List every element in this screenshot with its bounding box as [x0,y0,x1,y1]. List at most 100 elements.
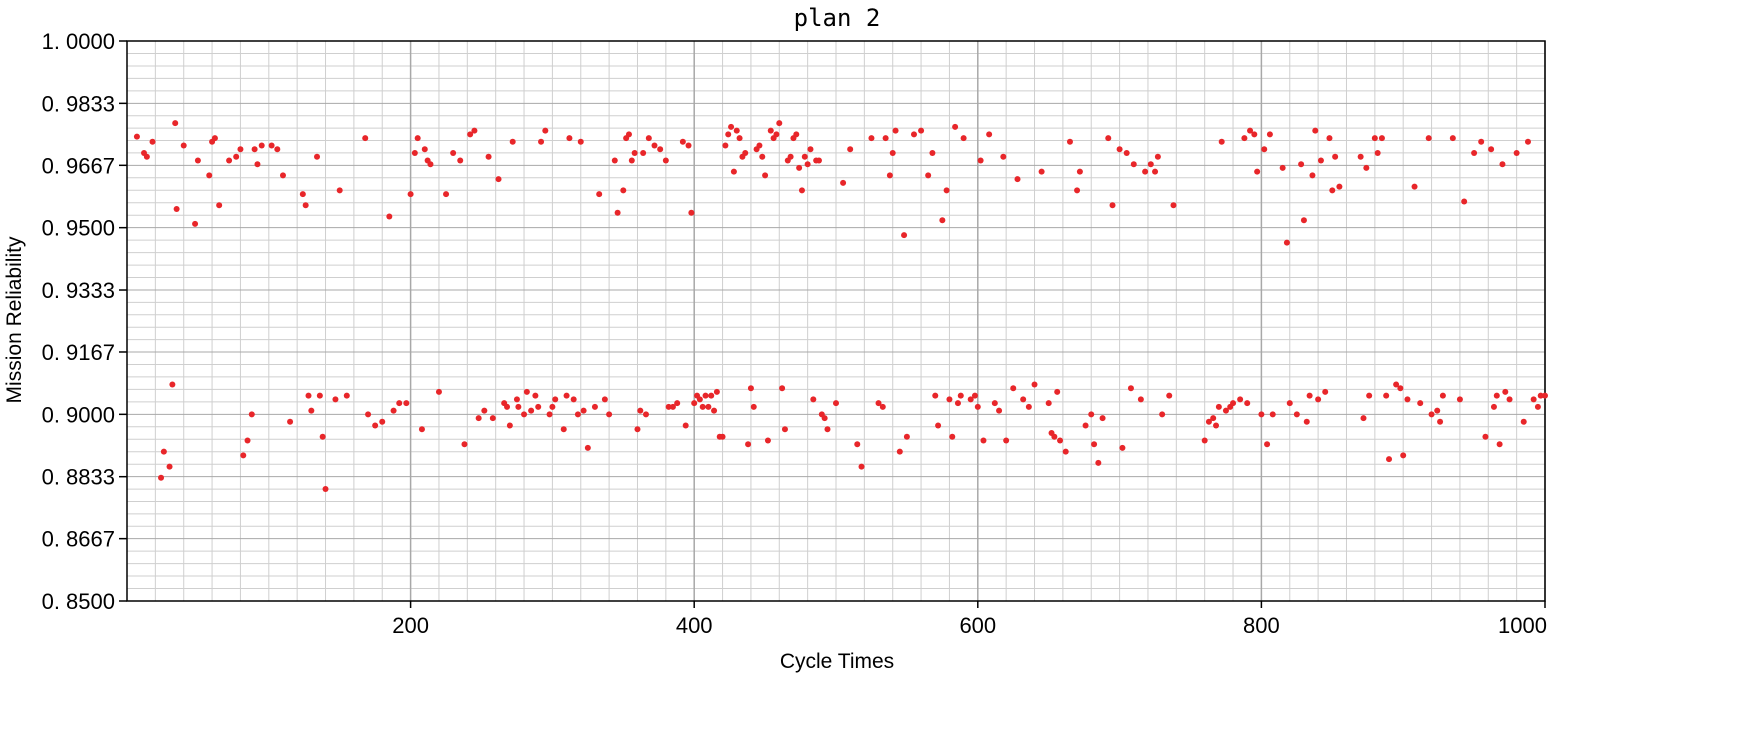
data-point [662,157,669,164]
data-point [847,146,854,153]
data-point [685,142,692,149]
data-point [1210,415,1217,422]
data-point [1317,157,1324,164]
data-point [719,433,726,440]
data-point [651,142,658,149]
data-point [1411,183,1418,190]
data-point [287,418,294,425]
data-point [1530,396,1537,403]
data-point [1020,396,1027,403]
data-point [1393,381,1400,388]
data-point [946,396,953,403]
data-point [640,150,647,156]
data-point [1230,400,1237,407]
data-point [1283,239,1290,246]
data-point [1159,411,1166,418]
y-axis: 0. 8500 0. 8667 0. 8833 0. 9000 0. 9167 0. 93… [42,29,127,614]
x-tick-label: 600 [959,613,996,638]
data-point [1038,168,1045,175]
data-point [418,426,425,433]
data-point [1241,135,1248,142]
data-point [1336,183,1343,190]
data-point [319,433,326,440]
data-point [967,396,974,403]
data-point [840,179,847,186]
data-point [882,135,889,142]
data-point [1082,422,1089,429]
data-point [1357,153,1364,160]
data-point [868,135,875,142]
data-point [1449,135,1456,142]
data-point [481,407,488,414]
data-points [133,120,1548,492]
data-point [730,168,737,175]
data-point [403,400,410,407]
data-point [471,127,478,134]
data-point [1490,403,1497,410]
data-point [702,392,709,399]
data-point [779,385,786,392]
data-point [528,407,535,414]
data-point [580,407,587,414]
data-point [566,135,573,142]
data-point [631,150,638,156]
x-tick-label: 800 [1243,613,1280,638]
data-point [781,426,788,433]
grid-lines [127,40,1546,602]
data-point [1025,403,1032,410]
data-point [1513,150,1520,156]
y-tick-label: 0. 9833 [42,91,115,116]
data-point [932,392,939,399]
chart-title: plan 2 [794,4,881,32]
data-point [1091,441,1098,448]
data-point [332,396,339,403]
data-point [574,411,581,418]
data-point [634,426,641,433]
data-point [1269,411,1276,418]
data-point [513,396,520,403]
data-point [1456,396,1463,403]
data-point [390,407,397,414]
data-point [1499,161,1506,168]
data-point [233,153,240,160]
data-point [1247,127,1254,134]
data-point [901,232,908,239]
data-point [1332,153,1339,160]
data-point [570,396,577,403]
data-point [1524,138,1531,145]
data-point [1400,452,1407,459]
data-point [1222,407,1229,414]
data-point [457,157,464,164]
data-point [407,191,414,198]
data-point [546,411,553,418]
data-point [577,138,584,145]
data-point [733,127,740,134]
data-point [1303,418,1310,425]
y-tick-label: 0. 8500 [42,589,115,614]
data-point [1066,138,1073,145]
data-point [1542,392,1548,399]
data-point [172,120,179,127]
data-point [1003,437,1010,444]
data-point [1074,187,1081,194]
data-point [974,403,981,410]
data-point [1363,164,1370,171]
data-point [1488,146,1495,153]
data-point [251,146,258,153]
data-point [935,422,942,429]
data-point [1428,411,1435,418]
y-tick-label: 0. 9333 [42,278,115,303]
data-point [711,407,718,414]
data-point [133,133,140,140]
data-point [169,381,176,388]
data-point [1293,411,1300,418]
data-point [896,448,903,455]
data-point [1076,168,1083,175]
data-point [584,444,591,451]
data-point [918,127,925,134]
data-point [427,161,434,168]
data-point [824,426,831,433]
data-point [362,135,369,142]
data-point [1537,392,1544,399]
data-point [645,135,652,142]
